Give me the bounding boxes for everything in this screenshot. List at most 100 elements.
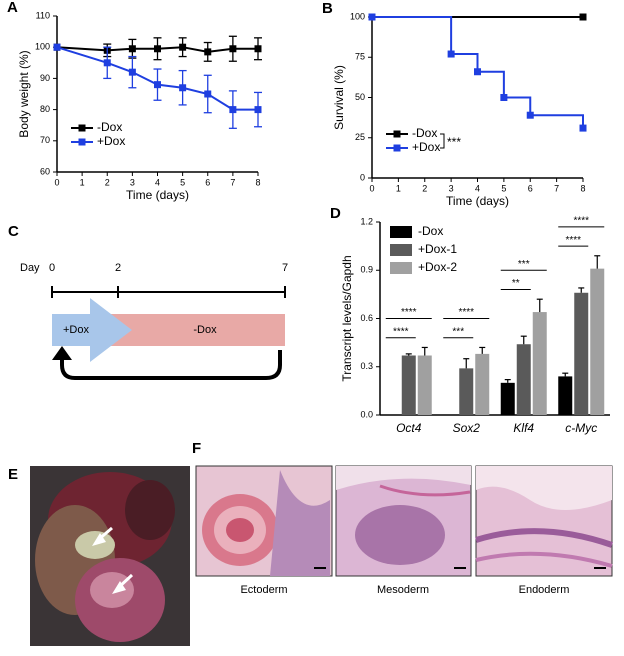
x-tick-label: 0 [369,183,374,193]
x-axis-label: Time (days) [126,188,189,202]
timeline [51,286,286,298]
significance-label: **** [393,326,409,337]
bar [417,355,432,415]
y-tick-label: 0 [360,172,365,182]
histology-image [195,465,333,577]
x-axis-label: Time (days) [446,194,509,208]
x-tick-label: 4 [475,183,480,193]
marker [447,50,455,58]
y-tick-label: 100 [350,11,365,21]
panel-label: C [8,223,19,240]
x-tick-label: 3 [130,177,135,187]
legend-marker [78,138,86,146]
marker [254,45,262,53]
x-tick-label: c-Myc [565,421,597,435]
arrow-head [52,346,72,360]
histology-image [335,465,472,577]
legend-label: +Dox [97,134,125,148]
series-line [56,46,258,111]
legend-label: -Dox [418,224,443,238]
y-tick-label: 0.9 [360,265,373,275]
marker [154,45,161,53]
y-tick-label: 0.3 [360,361,373,371]
significance-label: ** [512,278,520,289]
x-tick-label: 8 [580,183,585,193]
legend-label: +Dox-2 [418,260,457,274]
x-tick-label: 5 [180,177,185,187]
legend-marker [78,124,86,132]
marker [179,84,187,92]
x-tick-label: 6 [205,177,210,187]
significance-label: **** [401,307,417,318]
x-tick-label: 7 [554,183,559,193]
day-label: Day [20,262,40,274]
marker [204,48,212,56]
y-tick-label: 1.2 [360,216,373,226]
dox-on-phase [52,298,132,362]
y-tick-label: 70 [40,135,50,145]
marker [103,59,111,67]
legend-marker [393,130,401,138]
x-tick-label: 7 [230,177,235,187]
y-tick-label: 90 [40,73,50,83]
significance-label: **** [565,235,581,246]
x-tick-label: 2 [422,183,427,193]
cycle-arrow [60,350,282,380]
y-tick-label: 0.6 [360,313,373,323]
y-tick-label: 0.0 [360,409,373,419]
bar [532,312,547,415]
marker [500,94,508,101]
legend-swatch [390,244,412,256]
bar [516,344,531,415]
series-line [56,46,258,53]
panel-label: E [8,466,18,483]
phase-label: -Dox [193,324,217,336]
x-tick-label: 3 [449,183,454,193]
series-line [372,16,584,129]
significance-label: *** [518,259,530,270]
marker [154,81,161,89]
y-tick-label: 110 [36,10,50,20]
legend-label: +Dox-1 [418,242,457,256]
significance-label: **** [458,307,474,318]
bar [574,292,589,415]
x-tick-label: Sox2 [453,421,481,435]
marker [579,13,587,21]
legend-label: +Dox [412,140,440,154]
x-tick-label: 4 [155,177,160,187]
legend-marker [393,144,401,152]
day-tick-label: 0 [49,262,55,274]
panel-label: A [7,0,18,16]
marker [179,43,187,51]
marker [579,124,587,132]
marker [229,45,237,53]
marker [128,45,136,53]
legend-swatch [390,262,412,274]
y-tick-label: 60 [40,166,50,176]
image-caption: Ectoderm [240,584,287,596]
y-axis-label: Body weight (%) [17,50,31,137]
y-tick-label: 75 [355,52,365,62]
day-tick-label: 7 [282,262,288,274]
bar [459,368,474,415]
marker [474,68,481,76]
bar [475,353,490,415]
y-axis-label: Survival (%) [332,65,346,130]
bar [401,355,416,415]
histology-image [475,465,613,577]
marker [254,106,262,114]
y-tick-label: 25 [355,132,365,142]
y-tick-label: 80 [40,104,50,114]
marker [368,13,376,21]
day-tick-label: 2 [115,262,121,274]
x-tick-label: 1 [80,177,85,187]
significance-label: **** [573,215,589,226]
x-tick-label: 1 [396,183,401,193]
significance-label: *** [452,326,464,337]
panel-label: D [330,205,341,222]
marker [53,43,61,51]
x-tick-label: 6 [528,183,533,193]
image-caption: Endoderm [519,584,570,596]
